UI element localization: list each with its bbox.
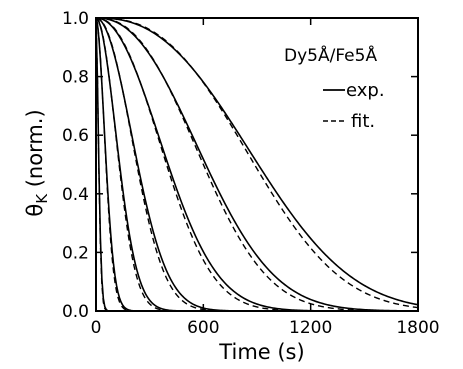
- y-tick-label: 0.6: [62, 126, 89, 146]
- x-tick-label: 1200: [289, 318, 332, 338]
- y-axis-rest: (norm.): [23, 109, 47, 194]
- y-axis-title: θK (norm.): [23, 109, 51, 216]
- y-tick-label: 0.0: [62, 302, 89, 322]
- x-ticks: 0 600 1200 1800: [91, 18, 440, 338]
- x-tick-label: 0: [91, 318, 102, 338]
- chart-annotation: Dy5Å/Fe5Å: [284, 44, 377, 66]
- exp-curve-7: [96, 17, 419, 306]
- y-ticks: 0.0 0.2 0.4 0.6 0.8 1.0: [62, 9, 418, 322]
- y-tick-label: 0.8: [62, 68, 89, 88]
- exp-curve-6: [95, 17, 419, 312]
- legend: exp. fit.: [323, 80, 385, 132]
- legend-fit-label: fit.: [351, 111, 375, 132]
- y-axis-subscript: K: [33, 193, 51, 204]
- y-tick-label: 0.4: [62, 185, 89, 205]
- y-tick-label: 1.0: [62, 9, 89, 29]
- y-tick-label: 0.2: [62, 243, 89, 263]
- x-tick-label: 1800: [396, 318, 439, 338]
- fit-curve-6: [95, 17, 418, 312]
- fit-curve-5: [95, 17, 418, 312]
- fit-curve-7: [96, 17, 419, 309]
- y-axis-symbol: θ: [23, 204, 47, 217]
- x-axis-title: Time (s): [218, 340, 304, 364]
- legend-exp-label: exp.: [346, 80, 385, 101]
- curves: [95, 17, 419, 312]
- x-tick-label: 600: [187, 318, 219, 338]
